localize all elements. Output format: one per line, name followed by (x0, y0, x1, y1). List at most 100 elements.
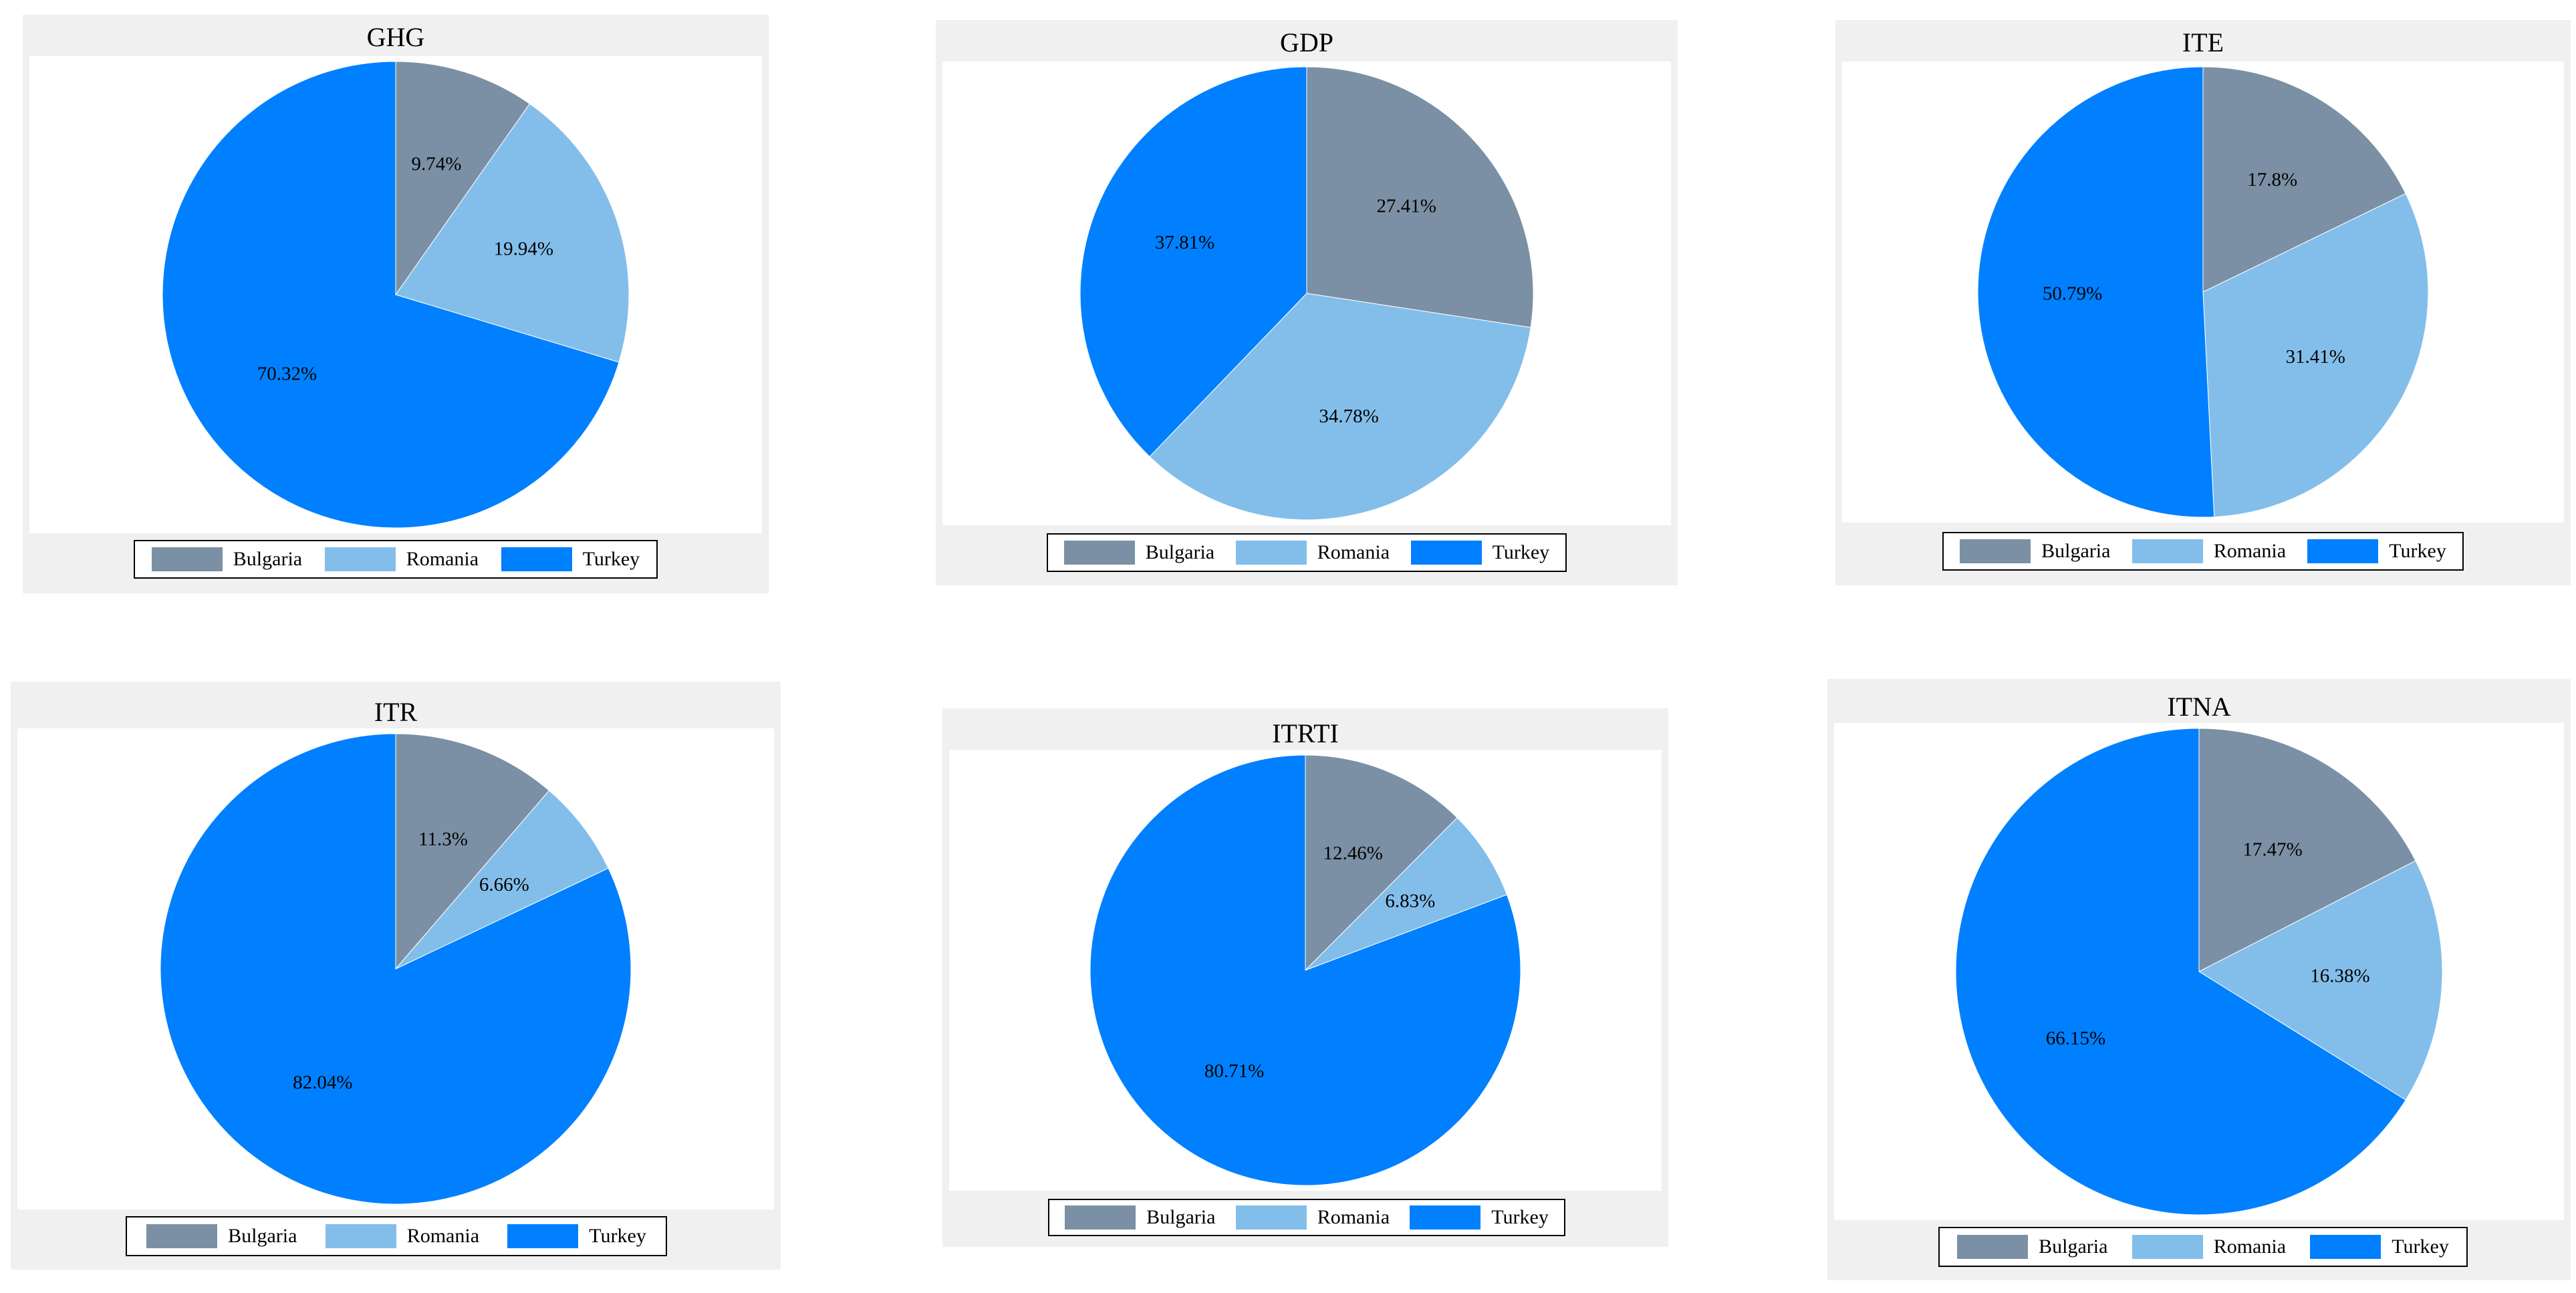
legend: Bulgaria Romania Turkey (1048, 1199, 1565, 1236)
legend-swatch (1063, 541, 1135, 565)
legend-label: Turkey (1492, 541, 1550, 563)
legend-label: Romania (406, 548, 479, 570)
pie-slice-bulgaria (2202, 66, 2406, 293)
legend-label: Turkey (1491, 1206, 1549, 1228)
legend-swatch (1235, 1205, 1307, 1230)
legend: Bulgaria Romania Turkey (126, 1216, 667, 1256)
slice-label-turkey: 50.79% (2043, 283, 2102, 305)
chart-title: ITE (2182, 27, 2224, 57)
pie-slice-bulgaria (1306, 66, 1534, 328)
legend-item-turkey: Turkey (507, 1224, 646, 1248)
chart-title: GDP (1279, 27, 1334, 57)
pie-plot-area: 17.8% 31.41% 50.79% (1842, 61, 2564, 523)
chart-title: GHG (366, 22, 425, 52)
pie-slice-romania (1305, 817, 1508, 971)
pie-chart-itr: 11.3% 6.66% 82.04% (160, 733, 632, 1205)
pie-chart-ghg: 9.74% 19.94% 70.32% (162, 61, 630, 529)
slice-label-romania: 16.38% (2310, 965, 2369, 986)
slice-label-turkey: 70.32% (257, 363, 317, 384)
slice-label-bulgaria: 17.47% (2242, 839, 2302, 861)
legend-item-turkey: Turkey (2307, 539, 2446, 563)
pie-slice-bulgaria (395, 61, 531, 296)
legend-swatch (1410, 541, 1482, 565)
legend: Bulgaria Romania Turkey (134, 540, 658, 579)
slice-label-turkey: 80.71% (1204, 1060, 1264, 1082)
slice-label-romania: 6.66% (479, 874, 529, 895)
pie-plot-area: 11.3% 6.66% 82.04% (17, 728, 774, 1209)
legend: Bulgaria Romania Turkey (1047, 533, 1567, 572)
legend-swatch (507, 1224, 579, 1248)
legend-label: Bulgaria (2039, 1236, 2108, 1258)
legend-item-bulgaria: Bulgaria (1960, 539, 2110, 563)
legend-swatch (2132, 1235, 2203, 1259)
slice-label-turkey: 66.15% (2046, 1028, 2105, 1049)
legend-swatch (2307, 539, 2379, 563)
legend-swatch (1065, 1205, 1136, 1230)
pie-slice-romania (2202, 193, 2429, 518)
legend: Bulgaria Romania Turkey (1938, 1227, 2468, 1267)
legend-label: Romania (1317, 1206, 1390, 1228)
pie-slice-turkey (1079, 66, 1307, 458)
pie-slice-romania (395, 790, 609, 970)
legend-swatch (1957, 1235, 2029, 1259)
legend-swatch (1410, 1205, 1481, 1230)
slice-label-bulgaria: 27.41% (1376, 196, 1436, 217)
slice-label-bulgaria: 9.74% (412, 154, 462, 175)
pie-chart-itna: 17.47% 16.38% 66.15% (1955, 728, 2443, 1215)
pie-plot-area: 17.47% 16.38% 66.15% (1834, 723, 2564, 1220)
legend-item-turkey: Turkey (2310, 1235, 2449, 1259)
legend-label: Romania (406, 1225, 480, 1247)
slice-label-romania: 31.41% (2285, 346, 2345, 368)
pie-slice-turkey (1977, 66, 2215, 518)
pie-chart-ite: 17.8% 31.41% 50.79% (1977, 66, 2429, 518)
pie-slice-romania (2198, 860, 2443, 1101)
chart-panel-itr: ITR 11.3% 6.66% 82.04% Bulgaria Romania Tu… (11, 682, 781, 1270)
slice-label-bulgaria: 17.8% (2247, 169, 2297, 190)
slice-label-romania: 6.83% (1385, 890, 1435, 911)
chart-panel-ghg: GHG 9.74% 19.94% 70.32% Bulgaria Romania T… (23, 15, 769, 593)
pie-chart-itrti: 12.46% 6.83% 80.71% (1089, 754, 1521, 1186)
legend-item-romania: Romania (2132, 539, 2286, 563)
chart-panel-itrti: ITRTI 12.46% 6.83% 80.71% Bulgaria Romania… (942, 708, 1668, 1247)
legend-swatch (146, 1224, 218, 1248)
legend-swatch (2310, 1235, 2381, 1259)
pie-slice-turkey (1089, 754, 1521, 1186)
pie-slice-romania (1149, 293, 1531, 521)
legend: Bulgaria Romania Turkey (1942, 532, 2464, 571)
legend-item-turkey: Turkey (501, 547, 640, 571)
slice-label-bulgaria: 12.46% (1323, 843, 1383, 864)
legend-label: Romania (1317, 541, 1390, 563)
pie-plot-area: 27.41% 34.78% 37.81% (942, 61, 1671, 525)
slice-label-turkey: 82.04% (293, 1072, 352, 1093)
legend-label: Bulgaria (233, 548, 303, 570)
slice-label-romania: 19.94% (494, 239, 553, 260)
legend-label: Turkey (589, 1225, 646, 1247)
chart-panel-ite: ITE 17.8% 31.41% 50.79% Bulgaria Romania T… (1835, 20, 2571, 585)
legend-label: Turkey (2392, 1236, 2449, 1258)
pie-slice-romania (395, 103, 630, 363)
legend-item-romania: Romania (1235, 1205, 1390, 1230)
legend-item-bulgaria: Bulgaria (1063, 541, 1215, 565)
legend-item-romania: Romania (324, 547, 479, 571)
pie-slice-bulgaria (1305, 754, 1458, 972)
slice-label-turkey: 37.81% (1155, 232, 1214, 253)
legend-swatch (1235, 541, 1307, 565)
chart-title: ITRTI (1272, 718, 1339, 748)
pie-slice-turkey (160, 733, 632, 1205)
legend-swatch (1960, 539, 2031, 563)
pie-plot-area: 9.74% 19.94% 70.32% (29, 56, 762, 533)
pie-chart-gdp: 27.41% 34.78% 37.81% (1079, 66, 1534, 521)
pie-plot-area: 12.46% 6.83% 80.71% (949, 750, 1662, 1191)
chart-title: ITNA (2167, 692, 2231, 722)
legend-label: Romania (2213, 1236, 2287, 1258)
legend-label: Bulgaria (2041, 540, 2111, 562)
legend-label: Bulgaria (228, 1225, 297, 1247)
legend-swatch (324, 547, 396, 571)
pie-slice-bulgaria (395, 733, 550, 970)
legend-item-bulgaria: Bulgaria (1065, 1205, 1215, 1230)
legend-item-romania: Romania (1235, 541, 1390, 565)
legend-swatch (501, 547, 572, 571)
legend-label: Bulgaria (1145, 541, 1215, 563)
legend-item-romania: Romania (325, 1224, 480, 1248)
legend-item-bulgaria: Bulgaria (146, 1224, 297, 1248)
